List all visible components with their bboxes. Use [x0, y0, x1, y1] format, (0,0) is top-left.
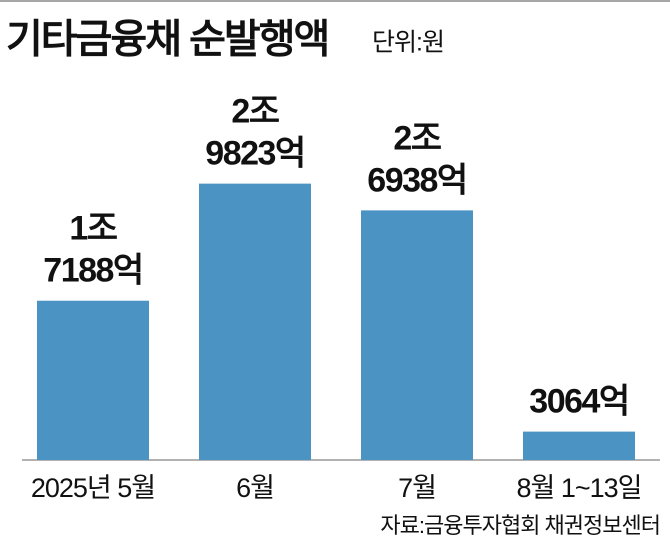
bar [361, 210, 473, 460]
value-label: 2조 [231, 93, 279, 131]
bar [523, 431, 635, 460]
value-label: 7188억 [43, 252, 142, 290]
bar [199, 183, 311, 460]
x-tick-label: 2025년 5월 [31, 473, 155, 503]
value-label: 6938억 [367, 161, 466, 199]
source: 자료:금융투자협회 채권정보센터 [380, 513, 660, 538]
unit-label: 단위:원 [372, 29, 444, 57]
chart-title: 기타금융채 순발행액 [6, 18, 328, 62]
value-label: 2조 [393, 119, 441, 157]
x-tick-label: 7월 [398, 473, 436, 503]
value-label: 9823억 [205, 135, 304, 173]
value-label: 3064억 [529, 383, 628, 421]
bar [37, 300, 149, 460]
x-tick-label: 8월 1~13일 [516, 473, 641, 503]
x-tick-label: 6월 [236, 473, 274, 503]
value-label: 1조 [69, 210, 117, 248]
